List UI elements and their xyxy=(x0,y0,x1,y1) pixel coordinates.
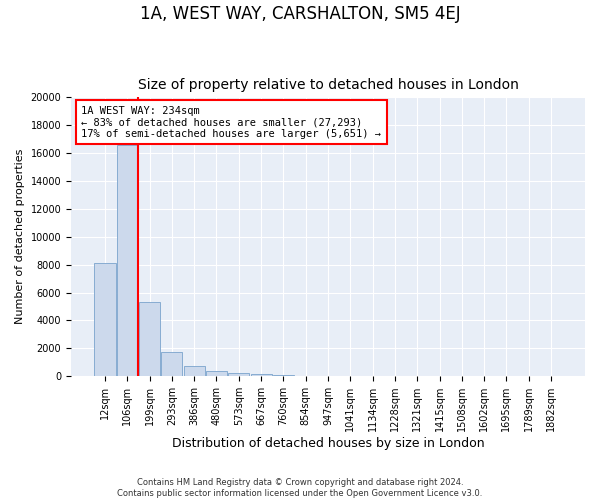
Bar xyxy=(251,374,272,376)
Bar xyxy=(116,144,138,376)
Text: 1A, WEST WAY, CARSHALTON, SM5 4EJ: 1A, WEST WAY, CARSHALTON, SM5 4EJ xyxy=(140,5,460,23)
Bar xyxy=(206,371,227,376)
Bar xyxy=(273,374,294,376)
Text: Contains HM Land Registry data © Crown copyright and database right 2024.
Contai: Contains HM Land Registry data © Crown c… xyxy=(118,478,482,498)
Title: Size of property relative to detached houses in London: Size of property relative to detached ho… xyxy=(137,78,518,92)
Bar xyxy=(94,264,116,376)
Bar xyxy=(184,366,205,376)
Bar xyxy=(139,302,160,376)
Bar xyxy=(161,352,182,376)
Bar xyxy=(228,373,250,376)
X-axis label: Distribution of detached houses by size in London: Distribution of detached houses by size … xyxy=(172,437,484,450)
Y-axis label: Number of detached properties: Number of detached properties xyxy=(15,149,25,324)
Text: 1A WEST WAY: 234sqm
← 83% of detached houses are smaller (27,293)
17% of semi-de: 1A WEST WAY: 234sqm ← 83% of detached ho… xyxy=(82,106,382,139)
